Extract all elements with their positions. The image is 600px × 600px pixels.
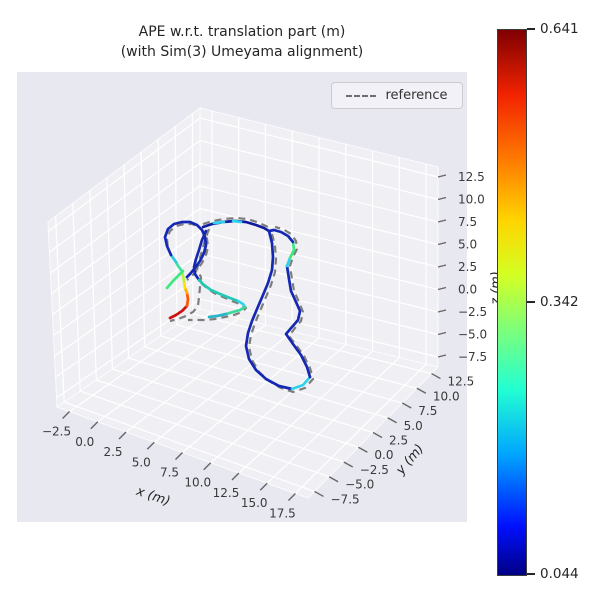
tick-label: 7.5 <box>160 466 179 480</box>
tick-label: 17.5 <box>269 506 296 520</box>
tick-label: 2.5 <box>458 260 477 274</box>
tick-label: 2.5 <box>103 445 122 459</box>
tick-label: 10.0 <box>433 389 460 403</box>
tick-label: 10.0 <box>184 476 211 490</box>
reference-dash-icon <box>346 94 377 97</box>
floor <box>55 308 439 499</box>
colorbar-tick-label: 0.641 <box>540 21 579 37</box>
tick-label: 7.5 <box>418 404 437 418</box>
tick-label: −5.0 <box>458 328 487 342</box>
colorbar <box>497 29 527 576</box>
tick-label: 0.0 <box>374 448 393 462</box>
grid-lines <box>48 110 439 494</box>
tick-label: −2.5 <box>360 463 389 477</box>
tick-label: 10.0 <box>458 193 485 207</box>
colorbar-tick-label: 0.044 <box>540 566 579 582</box>
colorbar-tick-label: 0.342 <box>540 293 579 310</box>
tick-labels: −2.50.02.55.07.510.012.515.017.5−7.5−5.0… <box>42 170 487 520</box>
legend: reference <box>331 82 463 109</box>
plot-title: APE w.r.t. translation part (m) (with Si… <box>0 22 484 62</box>
legend-label: reference <box>385 88 448 103</box>
tick-label: 5.0 <box>132 455 151 469</box>
colorbar-tick-mark <box>527 573 535 575</box>
tick-label: 0.0 <box>458 283 477 297</box>
colorbar-tick-mark <box>527 300 535 303</box>
tick-label: 2.5 <box>389 434 408 448</box>
tick-label: −7.5 <box>458 350 487 364</box>
axis-ticks <box>62 174 447 501</box>
colorbar-tick-mark <box>527 28 535 30</box>
tick-label: 12.5 <box>458 170 485 184</box>
tick-label: −2.5 <box>458 305 487 319</box>
title-line-1: APE w.r.t. translation part (m) <box>138 24 346 40</box>
tick-label: −2.5 <box>42 425 71 439</box>
tick-label: 5.0 <box>458 238 477 252</box>
tick-label: 5.0 <box>404 419 423 433</box>
title-line-2: (with Sim(3) Umeyama alignment) <box>120 44 364 60</box>
tick-label: 0.0 <box>75 435 94 449</box>
tick-label: 15.0 <box>241 496 268 510</box>
tick-label: −5.0 <box>345 478 374 492</box>
estimate-trajectory <box>163 219 312 391</box>
tick-label: 12.5 <box>448 375 475 389</box>
tick-label: −7.5 <box>331 492 360 506</box>
tick-label: 7.5 <box>458 215 477 229</box>
tick-label: 12.5 <box>213 486 240 500</box>
